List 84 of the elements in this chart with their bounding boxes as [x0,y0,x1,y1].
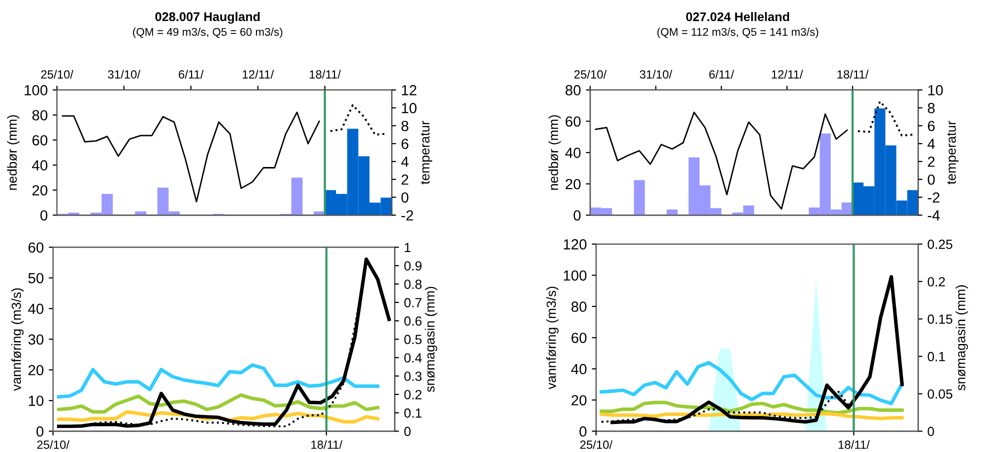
y2-tick-label: 0.05 [928,389,952,399]
y-tick-label: 10 [28,396,44,406]
x-tick-label: 18/11/ [838,440,870,449]
x-tick-label: 6/11/ [178,70,204,79]
y2-tick-label: 0.25 [928,240,952,249]
y-axis-title: nedbør (mm) [548,115,561,190]
y-tick-label: 40 [28,304,44,314]
x-tick-label: 25/10/ [41,70,74,79]
y-tick-label: 120 [564,239,586,250]
y2-tick-label: 0 [401,192,408,203]
y-tick-label: 0 [574,210,581,221]
x-tick-label: 18/11/ [310,70,341,79]
y-tick-label: 0 [580,426,586,437]
x-tick-label: 6/11/ [709,70,734,79]
y2-tick-label: 0.3 [404,372,422,381]
y2-tick-label: 0.1 [404,408,422,418]
y-axis-title: nedbør (mm) [7,115,20,190]
y2-tick-label: -2 [928,192,940,203]
y-tick-label: 40 [565,148,581,158]
y2-tick-label: 0 [404,426,411,436]
y-tick-label: 50 [28,273,44,284]
y-tick-label: 20 [572,395,586,406]
chart-subtitle: (QM = 49 m3/s, Q5 = 60 m3/s) [133,28,282,38]
y-tick-label: 80 [566,85,581,96]
y-tick-label: 0 [40,210,48,221]
chart-subtitle: (QM = 112 m3/s, Q5 = 141 m3/s) [657,28,818,38]
y2-tick-label: 0 [928,426,934,436]
y2-tick-label: 10 [928,85,943,96]
y2-tick-label: -2 [401,210,414,220]
y2-tick-label: -4 [928,210,940,220]
y-tick-label: 60 [28,242,44,253]
y-tick-label: 20 [28,364,44,376]
x-tick-label: 18/11/ [838,70,869,79]
y2-tick-label: 8 [401,120,408,132]
y-tick-label: 100 [24,85,48,96]
y-tick-label: 60 [32,135,48,146]
x-tick-label: 25/10/ [574,70,607,79]
y-tick-label: 40 [571,364,586,374]
y-tick-label: 100 [564,270,586,281]
y-tick-label: 60 [572,332,586,344]
y2-tick-label: 0.2 [928,277,945,286]
y2-tick-label: 0 [928,174,935,185]
y2-tick-label: 4 [928,138,935,149]
y2-tick-label: 10 [402,102,416,114]
x-tick-label: 31/10/ [108,70,140,79]
y2-tick-label: 0.5 [404,334,422,344]
y2-tick-label: 2 [402,174,408,185]
y2-tick-label: 1 [404,242,410,252]
y2-tick-label: 6 [402,138,408,150]
y2-tick-label: 0.2 [404,390,422,400]
x-tick-label: 12/11/ [242,70,274,79]
y2-tick-label: 0.9 [404,261,422,271]
y2-tick-label: 4 [401,156,409,167]
chart-title: 027.024 Helleland [686,12,790,22]
y2-tick-label: 2 [928,156,935,167]
y-axis-title: vannføring (m3/s) [546,286,559,390]
y-tick-label: 20 [32,185,48,196]
y2-tick-label: 12 [402,85,416,96]
chart-title: 028.007 Haugland [155,12,260,24]
y-axis-title: vannføring (m3/s) [11,288,24,391]
y-tick-label: 80 [32,110,48,120]
y-tick-label: 0 [36,426,44,437]
y2-axis-title: snømagasin (mm) [956,285,968,390]
y2-tick-label: 8 [928,102,935,114]
y2-tick-label: 0.15 [928,314,952,324]
x-tick-label: 25/10/ [37,440,70,449]
y-tick-label: 30 [28,334,44,345]
y2-axis-title: temperatur [947,120,958,184]
x-tick-label: 12/11/ [772,70,803,79]
y-tick-label: 40 [32,160,48,170]
y2-tick-label: 0.6 [404,316,422,326]
y2-tick-label: 0.4 [404,353,422,363]
y-tick-label: 20 [566,178,581,190]
y2-tick-label: 6 [928,120,935,132]
y-tick-label: 60 [566,116,581,127]
y2-tick-label: 0.8 [404,280,422,289]
y2-tick-label: 0.7 [404,298,422,308]
y-tick-label: 80 [571,302,586,312]
x-tick-label: 31/10/ [640,70,672,79]
y2-axis-title: snømagasin (mm) [424,286,438,392]
x-tick-label: 18/11/ [311,440,342,449]
x-tick-label: 25/10/ [580,440,612,449]
y2-axis-title: temperatur [420,120,432,184]
y2-tick-label: 0.1 [928,352,945,362]
